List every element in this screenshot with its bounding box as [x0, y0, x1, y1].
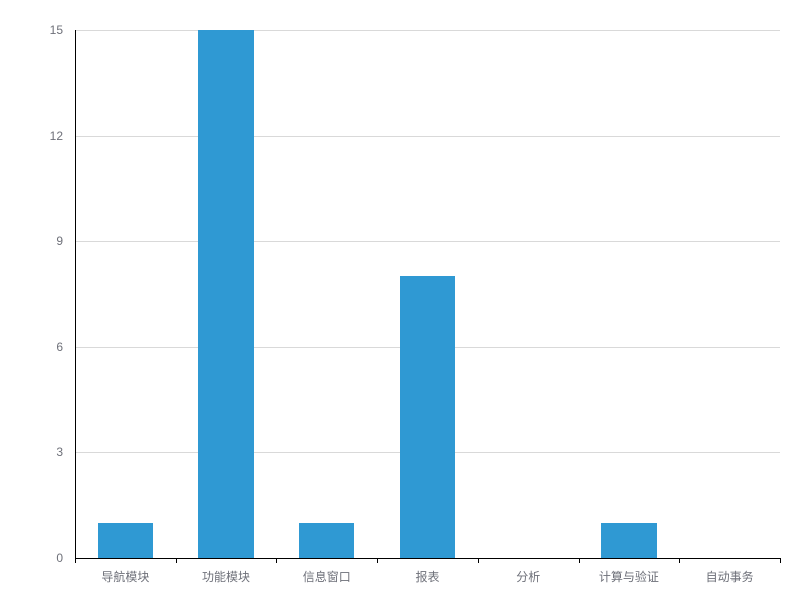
- y-tick-label: 6: [0, 340, 63, 354]
- y-tick-label: 3: [0, 445, 63, 459]
- bar[interactable]: [198, 30, 253, 558]
- y-tick-label: 9: [0, 234, 63, 248]
- bar[interactable]: [98, 523, 153, 558]
- x-tick-label: 报表: [415, 568, 439, 585]
- x-tick-label: 自动事务: [706, 568, 754, 585]
- bar[interactable]: [601, 523, 656, 558]
- x-tick: [377, 558, 378, 563]
- gridline: [75, 136, 780, 137]
- y-tick-label: 0: [0, 551, 63, 565]
- x-tick: [75, 558, 76, 563]
- x-axis: [75, 558, 780, 559]
- gridline: [75, 241, 780, 242]
- x-tick: [679, 558, 680, 563]
- bar-chart: 0 3 6 9 12 15 导航模块 功能模块 信息窗口 报表 分析 计算与验证 自动事务: [0, 0, 800, 600]
- x-tick: [579, 558, 580, 563]
- x-tick-label: 分析: [516, 568, 540, 585]
- x-tick-label: 信息窗口: [303, 568, 351, 585]
- x-tick-label: 计算与验证: [599, 568, 659, 585]
- x-tick-label: 导航模块: [101, 568, 149, 585]
- y-tick-label: 15: [0, 23, 63, 37]
- x-tick: [780, 558, 781, 563]
- bar[interactable]: [400, 276, 455, 558]
- x-tick: [276, 558, 277, 563]
- x-tick: [478, 558, 479, 563]
- y-axis: [75, 30, 76, 558]
- gridline: [75, 30, 780, 31]
- y-tick-label: 12: [0, 129, 63, 143]
- x-tick: [176, 558, 177, 563]
- x-tick-label: 功能模块: [202, 568, 250, 585]
- bar[interactable]: [299, 523, 354, 558]
